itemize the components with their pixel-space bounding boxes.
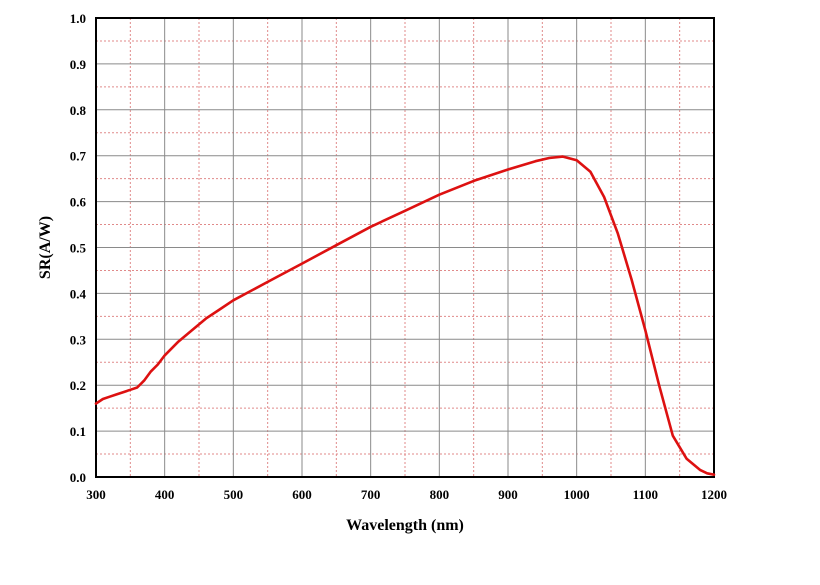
y-tick-label: 0.1 (70, 424, 86, 439)
y-tick-label: 0.0 (70, 470, 86, 485)
x-axis-label: Wavelength (nm) (346, 517, 464, 534)
x-tick-label: 1200 (701, 487, 727, 502)
y-tick-labels: 0.0 0.1 0.2 0.3 0.4 0.5 0.6 0.7 0.8 0.9 1.0 (70, 11, 87, 485)
plot-frame (95, 17, 715, 478)
y-tick-label: 0.3 (70, 332, 87, 347)
y-tick-label: 1.0 (70, 11, 86, 26)
x-tick-label: 900 (498, 487, 518, 502)
series-line-0 (94, 155, 716, 476)
series-group (94, 155, 716, 476)
y-tick-label: 0.7 (70, 149, 87, 164)
x-tick-label: 800 (430, 487, 450, 502)
y-tick-label: 0.9 (70, 57, 87, 72)
x-tick-label: 400 (155, 487, 175, 502)
y-tick-label: 0.6 (70, 195, 87, 210)
y-axis-label: SR(A/W) (37, 216, 54, 279)
y-tick-label: 0.8 (70, 103, 87, 118)
x-tick-label: 1000 (564, 487, 590, 502)
x-tick-label: 300 (86, 487, 106, 502)
y-tick-label: 0.4 (70, 286, 87, 301)
x-tick-label: 600 (292, 487, 312, 502)
y-tick-label: 0.2 (70, 378, 86, 393)
x-tick-labels: 300 400 500 600 700 800 900 1000 1100 1200 (86, 487, 727, 502)
major-grid (96, 18, 714, 477)
x-tick-label: 700 (361, 487, 381, 502)
x-tick-label: 1100 (633, 487, 658, 502)
x-tick-label: 500 (224, 487, 244, 502)
y-tick-label: 0.5 (70, 241, 87, 256)
